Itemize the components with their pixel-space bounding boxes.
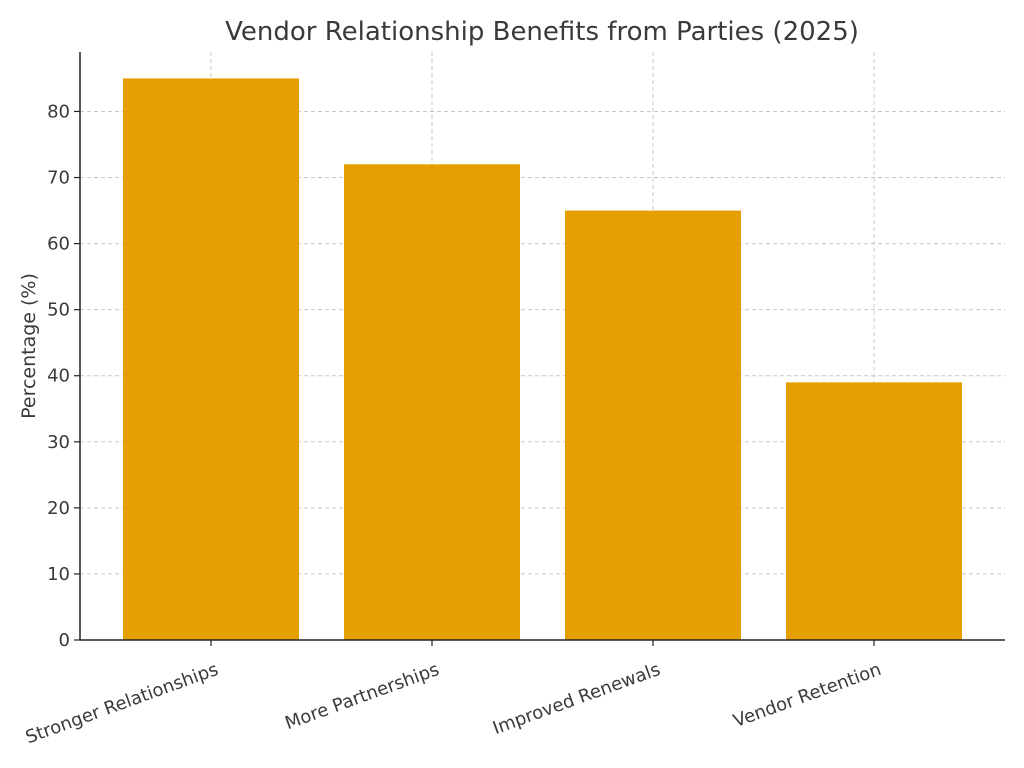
y-tick-label: 80	[47, 101, 70, 122]
x-tick-label: More Partnerships	[282, 659, 442, 734]
x-tick-label: Stronger Relationships	[23, 659, 221, 748]
x-tick-label: Vendor Retention	[731, 659, 885, 732]
bar-more-partnerships	[344, 164, 520, 640]
y-tick-label: 30	[47, 432, 70, 453]
bar-stronger-relationships	[123, 78, 299, 641]
bar-vendor-retention	[786, 382, 962, 640]
y-tick-label: 40	[47, 366, 70, 387]
bar-layer	[123, 78, 962, 641]
y-tick-label: 50	[47, 300, 70, 321]
y-tick-label: 0	[59, 630, 70, 651]
chart-title: Vendor Relationship Benefits from Partie…	[225, 17, 859, 47]
y-tick-label: 60	[47, 234, 70, 255]
y-tick-label: 70	[47, 168, 70, 189]
bar-improved-renewals	[565, 210, 741, 640]
y-axis-label: Percentage (%)	[18, 273, 40, 419]
x-tick-label: Improved Renewals	[490, 659, 663, 739]
y-tick-label: 10	[47, 564, 70, 585]
y-tick-label: 20	[47, 498, 70, 519]
